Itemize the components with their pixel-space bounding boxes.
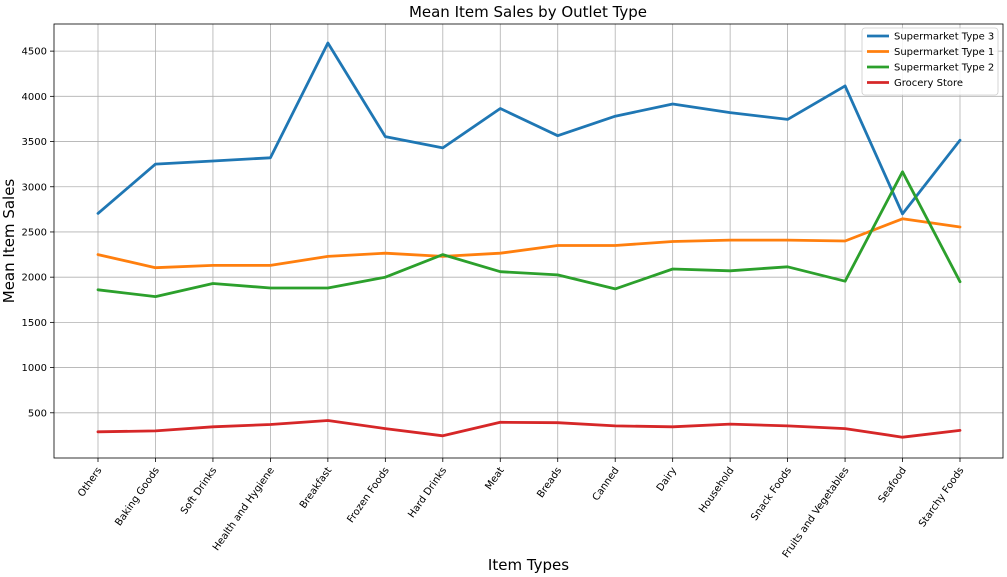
series-line (96, 419, 962, 439)
legend-label: Supermarket Type 3 (894, 32, 994, 43)
x-tick-label: Starchy Foods (917, 465, 966, 529)
legend-box (861, 27, 999, 96)
x-tick-label: Baking Goods (113, 465, 162, 528)
x-tick-label: Dairy (655, 465, 679, 493)
legend-label: Grocery Store (894, 78, 963, 89)
y-tick-label: 2000 (22, 273, 47, 284)
series-line (96, 41, 962, 216)
x-tick-label: Breakfast (298, 465, 334, 510)
x-axis-label: Item Types (488, 556, 569, 574)
series-lines (96, 41, 962, 439)
x-tick-label: Household (697, 465, 736, 515)
x-tick-label: Soft Drinks (179, 465, 219, 516)
y-tick-label: 4000 (22, 92, 47, 103)
x-tick-label: Canned (591, 465, 622, 503)
series-line (96, 170, 962, 299)
x-tick-label: Hard Drinks (406, 465, 449, 520)
x-tick-label: Meat (483, 465, 506, 492)
y-tick-label: 3500 (22, 137, 47, 148)
legend-label: Supermarket Type 2 (894, 63, 994, 74)
y-tick-label: 4500 (22, 47, 47, 58)
y-tick-label: 1500 (22, 318, 47, 329)
grid (54, 24, 1003, 458)
x-tick-label: Seafood (877, 465, 909, 505)
x-tick-label: Breads (535, 465, 564, 500)
x-tick-label: Fruits and Vegetables (781, 465, 852, 560)
x-tick-label: Frozen Foods (345, 465, 391, 525)
y-tick-label: 3000 (22, 182, 47, 193)
chart-title: Mean Item Sales by Outlet Type (409, 3, 647, 21)
plot-frame (53, 23, 1004, 459)
x-tick-label: Health and Hygiene (211, 465, 277, 553)
x-tick-label: Snack Foods (749, 465, 794, 522)
series-line (96, 217, 962, 270)
y-axis-ticks: 500 1000 1500 2000 2500 3000 3500 4000 4500 (22, 47, 54, 419)
y-tick-label: 500 (28, 408, 47, 419)
legend: Supermarket Type 3 Supermarket Type 1 Supe… (861, 27, 999, 96)
y-axis-label: Mean Item Sales (0, 179, 18, 304)
y-tick-label: 1000 (22, 363, 47, 374)
x-tick-label: Others (76, 465, 104, 499)
y-tick-label: 2500 (22, 227, 47, 238)
legend-label: Supermarket Type 1 (894, 47, 994, 58)
